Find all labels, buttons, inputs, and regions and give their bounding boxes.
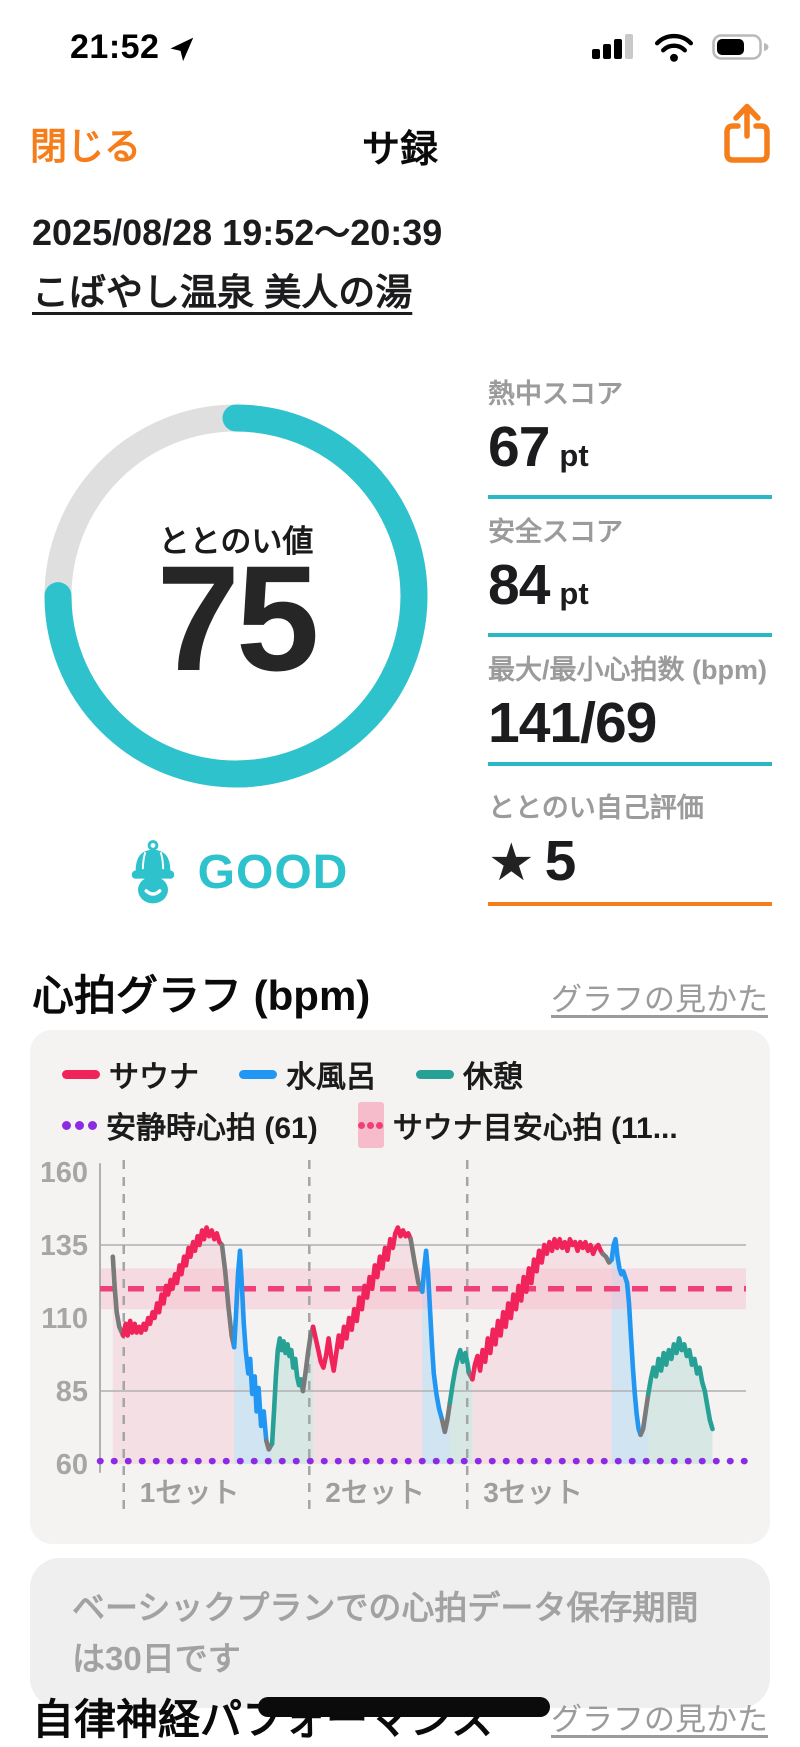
stat-value: 141/69 [488, 691, 657, 755]
stat-label: 最大/最小心拍数 (bpm) [488, 655, 767, 685]
stat-value: 84 [488, 553, 550, 617]
legend-item: 水風呂 [239, 1052, 376, 1096]
redaction-bar [258, 1697, 550, 1717]
legend-label: 休憩 [463, 1061, 523, 1094]
status-bar-left: 21:52 [70, 28, 195, 67]
wifi-icon [652, 32, 696, 62]
stat-underline [488, 633, 772, 637]
legend-item: サウナ目安心拍 (11... [357, 1102, 678, 1148]
share-button[interactable] [720, 102, 774, 169]
sauna-hat-face-icon [124, 838, 182, 906]
legend-swatch-dots [62, 1120, 97, 1130]
stat-label: ととのい自己評価 [488, 793, 704, 823]
svg-text:160: 160 [42, 1157, 88, 1189]
star-icon: ★ [488, 834, 535, 892]
svg-text:85: 85 [56, 1376, 88, 1408]
stat-safety-score: 安全スコア 84 pt [488, 516, 772, 654]
stat-underline [488, 762, 772, 766]
page-title: サ録 [361, 129, 438, 171]
heart-rate-section-title: 心拍グラフ (bpm) [32, 972, 371, 1019]
graph-help-link-bottom[interactable]: グラフの見かた [551, 1702, 768, 1737]
svg-text:1セット: 1セット [140, 1477, 240, 1508]
legend-swatch-line [239, 1069, 277, 1079]
legend-label: 水風呂 [286, 1061, 376, 1094]
stat-max-min-hr: 最大/最小心拍数 (bpm) 141/69 [488, 654, 772, 792]
heart-rate-chart: 1セット 2セット 3セット 60 85 110 135 160 [42, 1157, 750, 1512]
status-time: 21:52 [70, 28, 160, 66]
svg-text:110: 110 [42, 1303, 88, 1335]
stat-label: 安全スコア [488, 517, 623, 547]
stat-value: 67 [488, 415, 550, 479]
stat-self-rating: ととのい自己評価 ★ 5 [488, 792, 772, 930]
svg-text:135: 135 [42, 1230, 88, 1262]
cellular-signal-icon [590, 32, 636, 62]
legend-item: サウナ [62, 1052, 199, 1096]
svg-text:2セット: 2セット [325, 1477, 425, 1508]
stat-unit: pt [559, 576, 589, 611]
legend-item: 安静時心拍 (61) [62, 1102, 318, 1148]
legend-label: サウナ [109, 1061, 199, 1094]
close-button[interactable]: 閉じる [30, 116, 141, 170]
status-bar-right [590, 32, 772, 62]
venue-link[interactable]: こばやし温泉 美人の湯 [32, 272, 413, 313]
plan-notice: ベーシックプランでの心拍データ保存期間は30日です [30, 1558, 770, 1709]
gauge-value: 75 [156, 534, 320, 702]
heart-rate-chart-card: サウナ 水風呂 休憩安静時心拍 (61) サウナ目安心拍 (11... 1セット 2セッ… [30, 1030, 770, 1544]
location-arrow-icon [167, 35, 195, 63]
stat-underline [488, 902, 772, 906]
battery-icon [712, 32, 772, 62]
legend-item: 休憩 [416, 1052, 523, 1096]
stat-label: 熱中スコア [488, 379, 623, 409]
rating-row: GOOD [36, 838, 436, 906]
stat-unit: pt [559, 438, 589, 473]
gauge-ring [44, 404, 428, 788]
stat-value: 5 [544, 829, 577, 893]
gauge-label: ととのい値 [158, 524, 314, 559]
stat-heat-score: 熱中スコア 67 pt [488, 378, 772, 516]
legend-label: 安静時心拍 (61) [106, 1112, 318, 1145]
svg-text:3セット: 3セット [483, 1477, 583, 1508]
legend-label: サウナ目安心拍 (11... [392, 1112, 678, 1145]
stats-column: 熱中スコア 67 pt 安全スコア 84 pt 最大/最小心拍数 (bpm) 1… [488, 378, 772, 930]
legend-swatch-line [62, 1069, 100, 1079]
stat-underline [488, 495, 772, 499]
session-datetime: 2025/08/28 19:52〜20:39 [32, 212, 443, 253]
totonoi-gauge: ととのい値 75 [36, 396, 436, 796]
legend-swatch-band [357, 1102, 384, 1148]
share-icon [720, 102, 774, 166]
graph-help-link[interactable]: グラフの見かた [551, 982, 768, 1017]
svg-text:60: 60 [56, 1449, 88, 1481]
legend-swatch-line [416, 1069, 454, 1079]
chart-legend: サウナ 水風呂 休憩安静時心拍 (61) サウナ目安心拍 (11... [42, 1052, 758, 1148]
rating-label: GOOD [197, 845, 349, 899]
